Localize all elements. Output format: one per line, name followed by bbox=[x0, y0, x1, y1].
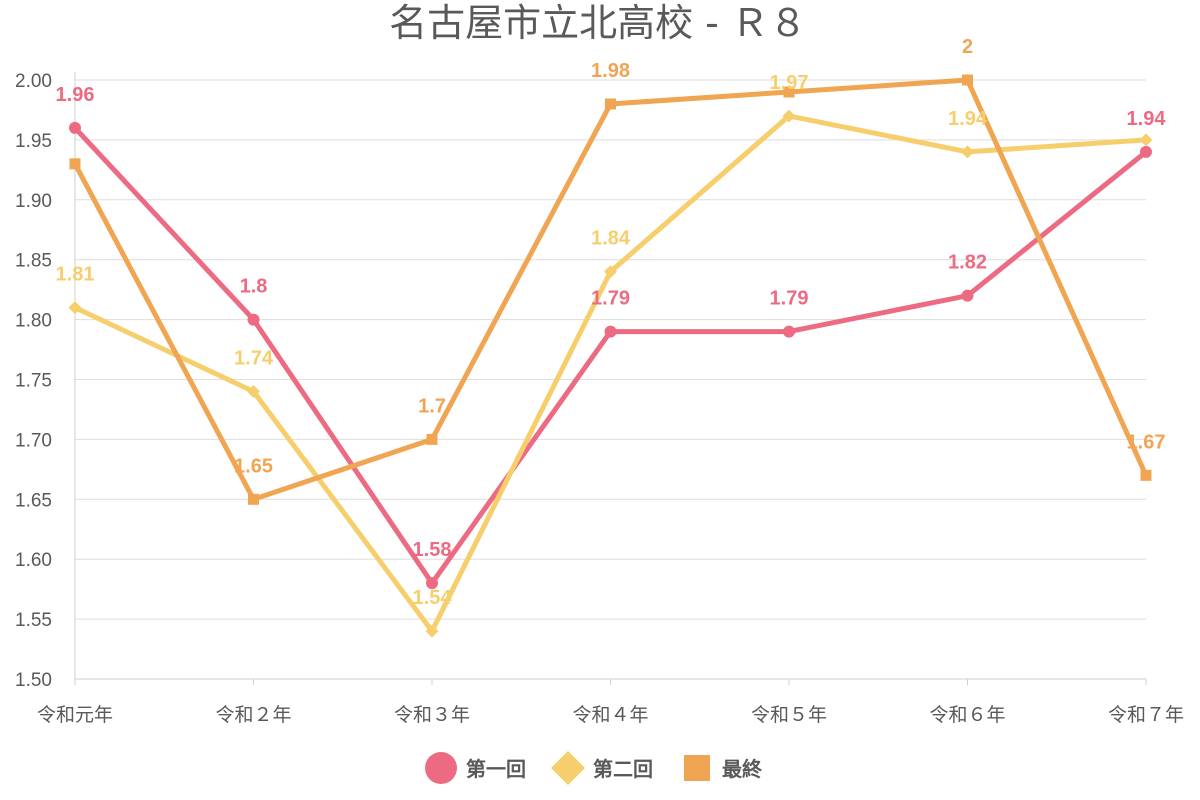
data-point-marker bbox=[1140, 469, 1152, 481]
gridlines bbox=[75, 79, 1146, 680]
y-tick-label: 1.55 bbox=[15, 610, 52, 631]
data-labels: 1.96 1.8 1.58 1.79 1.79 1.82 1.94 1.81 1.74 1.54 1… bbox=[56, 36, 1167, 609]
data-label: 1.74 bbox=[234, 347, 274, 369]
x-tick-label: 令和４年 bbox=[572, 704, 648, 726]
chart-title: 名古屋市立北高校 - Ｒ８ bbox=[389, 1, 807, 45]
y-tick-label: 1.80 bbox=[15, 311, 52, 332]
data-label: 1.7 bbox=[418, 395, 446, 417]
y-tick-label: 1.95 bbox=[15, 131, 52, 152]
data-point-marker bbox=[426, 433, 438, 445]
data-point-marker bbox=[604, 265, 617, 279]
x-tick-label: 令和５年 bbox=[751, 704, 827, 726]
data-label: 1.98 bbox=[591, 60, 630, 82]
legend-marker-circle bbox=[425, 752, 457, 784]
data-label: 1.8 bbox=[240, 276, 268, 298]
data-label: 1.96 bbox=[56, 84, 95, 106]
axes: 1.50 1.55 1.60 1.65 1.70 1.75 1.80 1.85 1.90 1.95… bbox=[15, 71, 1184, 726]
y-tick-label: 1.90 bbox=[15, 191, 52, 212]
y-tick-label: 1.75 bbox=[15, 371, 52, 392]
data-label: 1.82 bbox=[948, 252, 987, 274]
x-tick-label: 令和２年 bbox=[215, 704, 291, 726]
x-tick-label: 令和３年 bbox=[394, 704, 470, 726]
data-point-marker bbox=[69, 158, 81, 170]
y-tick-label: 1.65 bbox=[15, 490, 52, 511]
legend-marker-square bbox=[684, 755, 710, 781]
data-point-marker bbox=[425, 624, 439, 638]
series-markers bbox=[68, 74, 1153, 638]
data-label: 1.67 bbox=[1127, 431, 1166, 453]
legend-label: 最終 bbox=[722, 757, 763, 781]
y-tick-label: 2.00 bbox=[15, 71, 52, 92]
data-label: 1.54 bbox=[413, 587, 453, 609]
data-label: 1.94 bbox=[1127, 108, 1167, 130]
data-point-marker bbox=[68, 301, 82, 315]
data-point-marker bbox=[783, 86, 795, 98]
data-point-marker bbox=[961, 145, 974, 159]
legend-label: 第二回 bbox=[593, 757, 653, 781]
x-tick-label: 令和７年 bbox=[1108, 704, 1184, 726]
data-label: 2 bbox=[962, 36, 973, 58]
y-tick-label: 1.50 bbox=[15, 670, 52, 691]
data-point-marker bbox=[426, 577, 438, 590]
data-point-marker bbox=[961, 289, 974, 302]
data-point-marker bbox=[248, 493, 259, 505]
legend-marker-diamond bbox=[551, 751, 585, 785]
x-tick-label: 令和６年 bbox=[929, 704, 1005, 726]
legend: 第一回 第二回 最終 bbox=[425, 751, 763, 785]
legend-label: 第一回 bbox=[466, 757, 526, 781]
data-label: 1.65 bbox=[234, 455, 273, 477]
data-point-marker bbox=[783, 325, 795, 338]
data-point-marker bbox=[1139, 133, 1153, 147]
data-point-marker bbox=[247, 384, 260, 398]
data-point-marker bbox=[782, 109, 796, 123]
series-line-2 bbox=[72, 113, 1149, 634]
y-tick-label: 1.85 bbox=[15, 251, 52, 272]
data-point-marker bbox=[604, 325, 617, 338]
y-tick-label: 1.60 bbox=[15, 550, 52, 571]
data-point-marker bbox=[69, 121, 81, 134]
data-label: 1.79 bbox=[591, 288, 630, 310]
data-label: 1.84 bbox=[591, 228, 631, 250]
x-tick-label: 令和元年 bbox=[37, 704, 113, 726]
data-label: 1.97 bbox=[770, 72, 809, 94]
data-label: 1.79 bbox=[770, 288, 809, 310]
data-label: 1.58 bbox=[413, 539, 452, 561]
data-point-marker bbox=[1140, 145, 1152, 158]
data-point-marker bbox=[247, 313, 260, 326]
y-tick-label: 1.70 bbox=[15, 430, 52, 451]
data-label: 1.94 bbox=[948, 108, 988, 130]
data-label: 1.81 bbox=[56, 264, 95, 286]
data-point-marker bbox=[962, 74, 973, 86]
data-point-marker bbox=[605, 98, 616, 110]
